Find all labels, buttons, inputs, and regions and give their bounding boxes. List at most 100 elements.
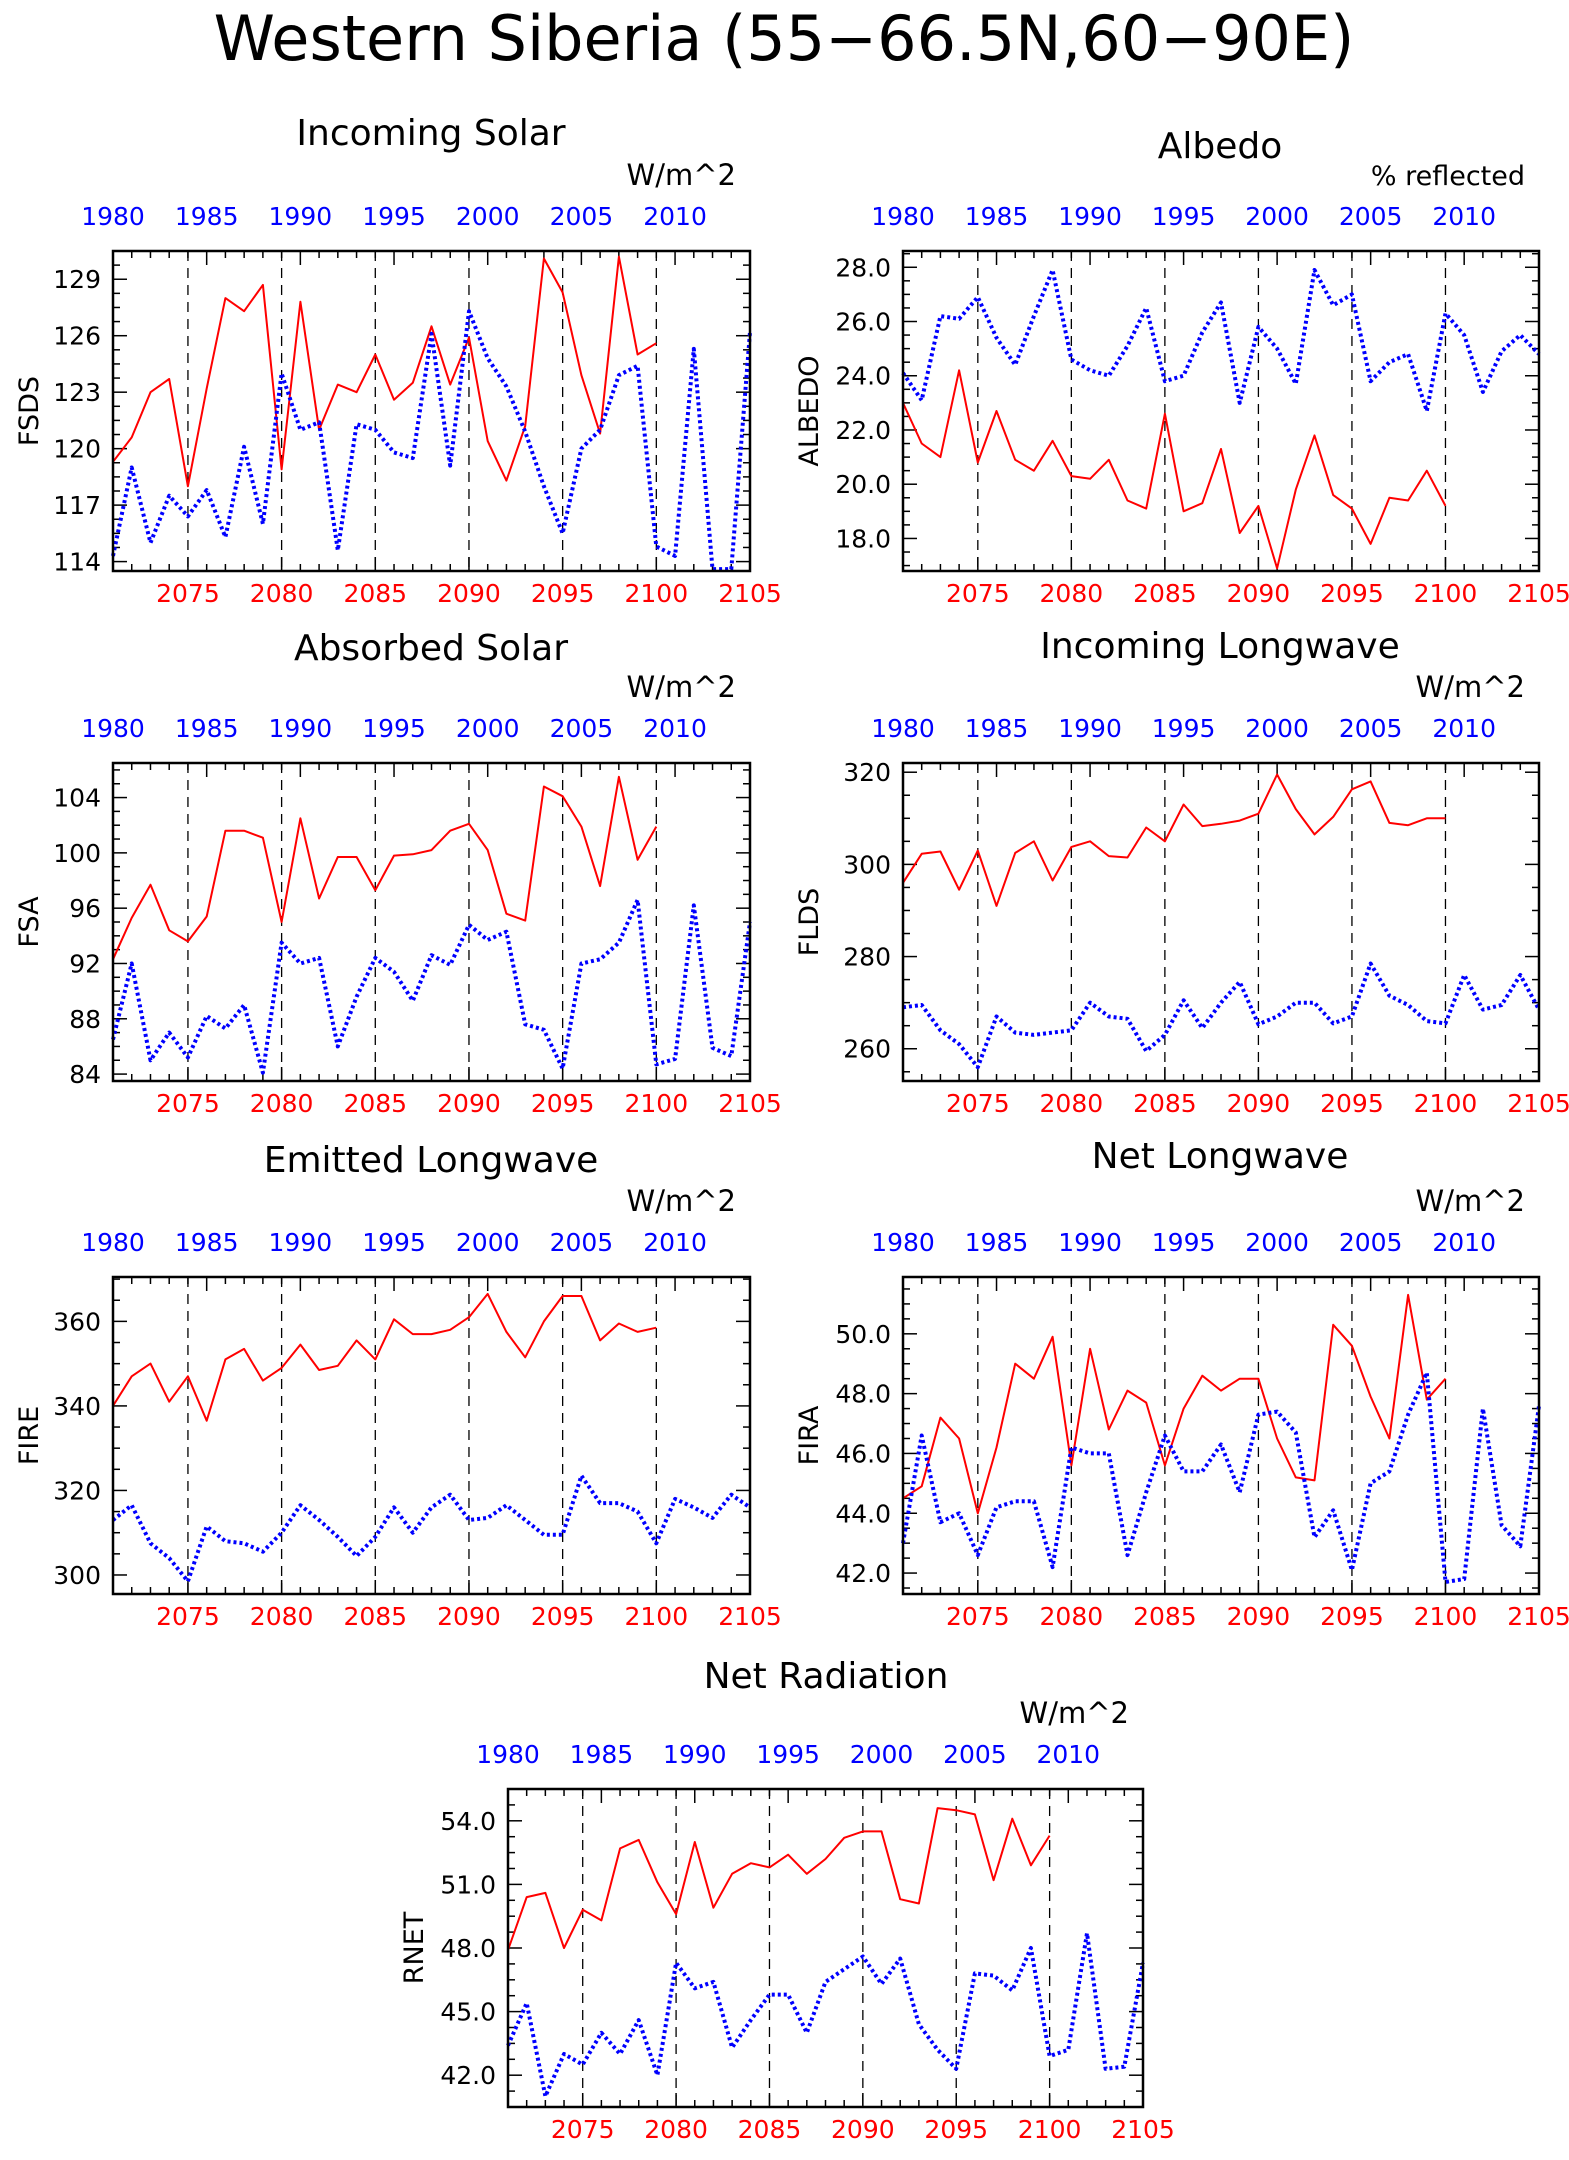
y-tick-label: 96 bbox=[69, 894, 101, 923]
x-tick-label-top: 1980 bbox=[871, 1228, 935, 1257]
figure-title: Western Siberia (55−66.5N,60−90E) bbox=[214, 2, 1355, 75]
chart-panel: Incoming Solar W/m^2 2075 2080 2085 2090 2095 2… bbox=[14, 113, 782, 608]
y-tick-label: 260 bbox=[843, 1035, 891, 1064]
x-tick-label-top: 1980 bbox=[871, 714, 935, 743]
x-tick-label-top: 2000 bbox=[1245, 202, 1309, 231]
x-tick-label-top: 2010 bbox=[1432, 202, 1496, 231]
y-tick-label: 320 bbox=[843, 758, 891, 787]
y-tick-label: 54.0 bbox=[440, 1807, 496, 1836]
y-axis-label: FSA bbox=[14, 896, 45, 948]
x-tick-label-bottom: 2075 bbox=[156, 1089, 220, 1118]
series-line-historical bbox=[506, 1931, 1145, 2099]
y-tick-label: 123 bbox=[53, 378, 101, 407]
y-axis-label: RNET bbox=[399, 1911, 430, 1984]
x-tick-label-top: 1990 bbox=[269, 714, 333, 743]
x-tick-label-bottom: 2090 bbox=[1227, 1602, 1291, 1631]
chart-panel: Emitted Longwave W/m^2 2075 2080 2085 2090 209… bbox=[14, 1140, 782, 1631]
x-tick-label-bottom: 2105 bbox=[718, 1602, 782, 1631]
y-tick-label: 44.0 bbox=[835, 1499, 891, 1528]
x-tick-label-bottom: 2100 bbox=[625, 579, 689, 608]
y-tick-label: 117 bbox=[53, 491, 101, 520]
x-tick-label-top: 1985 bbox=[175, 1228, 239, 1257]
x-tick-label-top: 2005 bbox=[550, 1228, 614, 1257]
x-tick-label-bottom: 2090 bbox=[1227, 1089, 1291, 1118]
x-tick-label-top: 2010 bbox=[643, 202, 707, 231]
x-tick-label-bottom: 2095 bbox=[531, 1602, 595, 1631]
series-line-future bbox=[112, 255, 657, 488]
y-tick-label: 92 bbox=[69, 949, 101, 978]
y-tick-label: 22.0 bbox=[835, 416, 891, 445]
y-tick-label: 24.0 bbox=[835, 362, 891, 391]
x-tick-label-bottom: 2100 bbox=[625, 1089, 689, 1118]
x-tick-label-top: 1985 bbox=[965, 202, 1029, 231]
y-tick-label: 28.0 bbox=[835, 253, 891, 282]
y-tick-label: 84 bbox=[69, 1060, 101, 1089]
x-tick-label-top: 2005 bbox=[1339, 714, 1403, 743]
plot-frame bbox=[901, 761, 1541, 1083]
y-tick-label: 48.0 bbox=[835, 1380, 891, 1409]
x-tick-label-bottom: 2100 bbox=[625, 1602, 689, 1631]
y-tick-label: 126 bbox=[53, 322, 101, 351]
x-tick-label-bottom: 2080 bbox=[1040, 1089, 1104, 1118]
x-tick-label-bottom: 2095 bbox=[531, 1089, 595, 1118]
series-line-historical bbox=[111, 897, 752, 1075]
chart-panel: Absorbed Solar W/m^2 2075 2080 2085 2090 2095 2… bbox=[14, 628, 782, 1118]
x-tick-label-top: 1985 bbox=[965, 1228, 1029, 1257]
y-tick-label: 42.0 bbox=[835, 1559, 891, 1588]
plot-frame bbox=[901, 249, 1541, 573]
panel-title: Emitted Longwave bbox=[264, 1140, 599, 1181]
x-tick-label-bottom: 2090 bbox=[1227, 579, 1291, 608]
x-tick-label-top: 1995 bbox=[1152, 202, 1216, 231]
x-tick-label-bottom: 2100 bbox=[1414, 1089, 1478, 1118]
panel-title: Net Longwave bbox=[1092, 1136, 1349, 1177]
y-tick-label: 120 bbox=[53, 435, 101, 464]
x-tick-label-bottom: 2080 bbox=[250, 579, 314, 608]
x-tick-label-top: 2005 bbox=[1339, 1228, 1403, 1257]
y-axis-label: ALBEDO bbox=[794, 355, 825, 466]
x-tick-label-top: 1985 bbox=[175, 714, 239, 743]
x-tick-label-top: 2000 bbox=[456, 1228, 520, 1257]
x-tick-label-bottom: 2085 bbox=[738, 2115, 802, 2144]
panel-title: Absorbed Solar bbox=[294, 628, 568, 669]
x-tick-label-bottom: 2095 bbox=[1320, 579, 1384, 608]
series-line-historical bbox=[111, 309, 752, 572]
series-line-historical bbox=[901, 268, 1541, 413]
x-tick-label-top: 1985 bbox=[570, 1740, 634, 1769]
x-tick-label-top: 2010 bbox=[643, 714, 707, 743]
x-tick-label-top: 1980 bbox=[871, 202, 935, 231]
x-tick-label-top: 2010 bbox=[1432, 714, 1496, 743]
plot-frame bbox=[111, 1275, 752, 1596]
y-tick-label: 48.0 bbox=[440, 1934, 496, 1963]
y-axis-label: FLDS bbox=[794, 888, 825, 957]
x-tick-label-bottom: 2095 bbox=[1320, 1089, 1384, 1118]
y-tick-label: 340 bbox=[53, 1392, 101, 1421]
x-tick-label-bottom: 2080 bbox=[250, 1602, 314, 1631]
x-tick-label-bottom: 2100 bbox=[1414, 579, 1478, 608]
x-tick-label-bottom: 2090 bbox=[831, 2115, 895, 2144]
x-tick-label-top: 2005 bbox=[943, 1740, 1007, 1769]
x-tick-label-bottom: 2105 bbox=[1111, 2115, 1175, 2144]
y-tick-label: 300 bbox=[53, 1561, 101, 1590]
x-tick-label-top: 1990 bbox=[663, 1740, 727, 1769]
x-tick-label-top: 2000 bbox=[850, 1740, 914, 1769]
x-tick-label-bottom: 2075 bbox=[551, 2115, 615, 2144]
x-tick-label-bottom: 2085 bbox=[1133, 1602, 1197, 1631]
plot-frame bbox=[111, 249, 752, 573]
chart-panel: Net Longwave W/m^2 2075 2080 2085 2090 2095 210… bbox=[794, 1136, 1569, 1631]
y-tick-label: 100 bbox=[53, 839, 101, 868]
y-tick-label: 114 bbox=[53, 548, 101, 577]
x-tick-label-bottom: 2100 bbox=[1018, 2115, 1082, 2144]
x-tick-label-bottom: 2080 bbox=[1040, 579, 1104, 608]
y-tick-label: 26.0 bbox=[835, 308, 891, 337]
x-tick-label-bottom: 2095 bbox=[531, 579, 595, 608]
x-tick-label-bottom: 2105 bbox=[718, 579, 782, 608]
x-tick-label-bottom: 2085 bbox=[343, 1602, 407, 1631]
plot-frame bbox=[111, 761, 752, 1083]
x-tick-label-bottom: 2085 bbox=[1133, 579, 1197, 608]
x-tick-label-top: 1980 bbox=[81, 714, 145, 743]
x-tick-label-bottom: 2085 bbox=[1133, 1089, 1197, 1118]
plot-frame bbox=[901, 1275, 1541, 1596]
series-line-future bbox=[902, 773, 1446, 907]
series-line-future bbox=[507, 1807, 1051, 1951]
